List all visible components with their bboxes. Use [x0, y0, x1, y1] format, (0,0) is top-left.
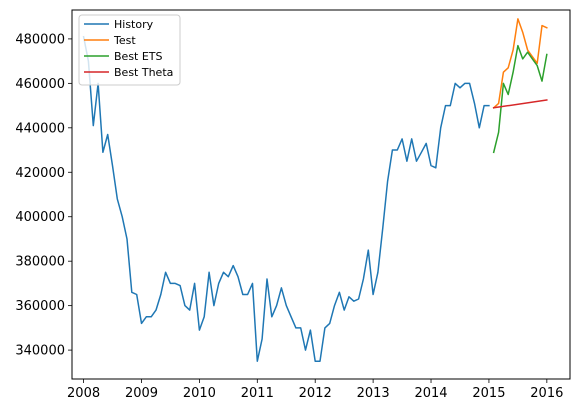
x-tick-label: 2015	[472, 386, 505, 401]
x-tick-label: 2014	[414, 386, 447, 401]
legend-box	[78, 14, 181, 86]
y-tick-label: 460000	[15, 77, 65, 92]
series-line-history	[82, 35, 490, 362]
y-tick-label: 440000	[15, 121, 65, 136]
y-tick-label: 400000	[15, 210, 65, 225]
legend-label: Best Theta	[114, 66, 173, 79]
y-tick-label: 340000	[15, 344, 65, 359]
legend-label: Best ETS	[114, 50, 163, 63]
series-lines	[82, 18, 548, 362]
y-tick-label: 480000	[15, 32, 65, 47]
legend: History Test Best ETS Best Theta	[78, 14, 181, 86]
legend-label: Test	[113, 34, 136, 47]
axes: 2008 2009 2010 2011 2012 2013 2014 2015 2016 3400…	[15, 32, 563, 401]
series-line-test	[492, 18, 548, 109]
x-tick-label: 2009	[125, 386, 158, 401]
legend-label: History	[114, 18, 154, 31]
y-tick-label: 360000	[15, 299, 65, 314]
plot-frame	[71, 9, 571, 380]
y-tick-label: 380000	[15, 255, 65, 270]
x-tick-label: 2008	[67, 386, 100, 401]
x-tick-label: 2010	[183, 386, 216, 401]
series-line-best-theta	[492, 99, 548, 109]
y-tick-label: 420000	[15, 166, 65, 181]
x-tick-label: 2012	[299, 386, 332, 401]
x-tick-label: 2016	[530, 386, 563, 401]
x-tick-label: 2013	[357, 386, 390, 401]
x-tick-label: 2011	[241, 386, 274, 401]
series-line-best-ets	[492, 44, 548, 154]
